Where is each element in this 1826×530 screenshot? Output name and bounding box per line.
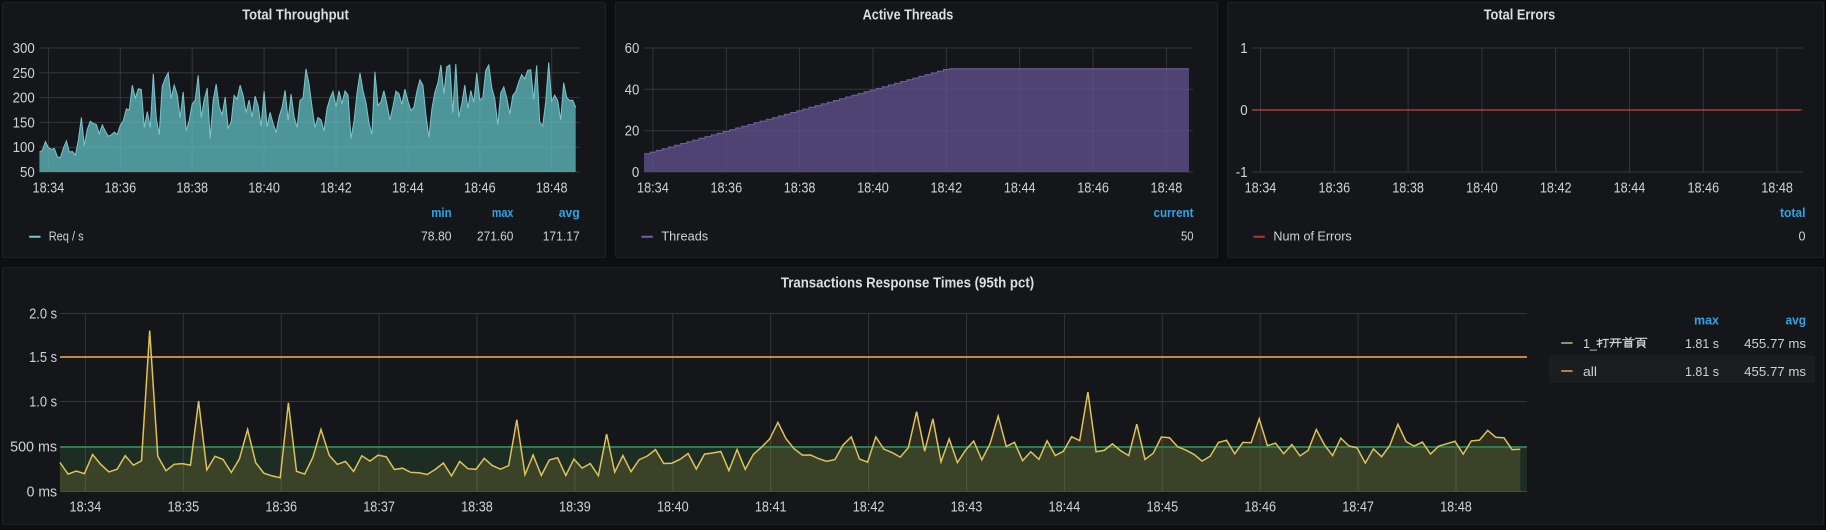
svg-text:18:36: 18:36 (104, 181, 136, 197)
svg-text:min: min (431, 206, 451, 220)
svg-text:18:48: 18:48 (1151, 181, 1183, 197)
svg-text:18:44: 18:44 (1614, 181, 1646, 197)
svg-text:18:38: 18:38 (1392, 181, 1424, 197)
svg-text:18:36: 18:36 (710, 181, 742, 197)
svg-text:max: max (1694, 314, 1719, 328)
svg-text:18:46: 18:46 (464, 181, 496, 197)
svg-text:18:34: 18:34 (637, 181, 669, 197)
svg-text:50: 50 (1181, 230, 1194, 244)
svg-text:avg: avg (559, 206, 580, 220)
svg-text:18:44: 18:44 (1049, 500, 1081, 516)
svg-text:18:48: 18:48 (536, 181, 568, 197)
svg-text:0: 0 (1799, 230, 1806, 244)
svg-text:60: 60 (625, 41, 640, 57)
svg-text:78.80: 78.80 (421, 230, 452, 244)
svg-text:18:36: 18:36 (1318, 181, 1350, 197)
svg-text:18:38: 18:38 (784, 181, 816, 197)
svg-text:18:38: 18:38 (461, 500, 493, 516)
svg-text:18:36: 18:36 (265, 500, 297, 516)
svg-text:18:34: 18:34 (70, 500, 102, 516)
svg-text:-1: -1 (1236, 165, 1248, 181)
svg-text:1.81 s: 1.81 s (1685, 365, 1719, 379)
svg-text:18:40: 18:40 (857, 181, 889, 197)
svg-text:max: max (492, 206, 514, 220)
svg-text:18:34: 18:34 (33, 181, 65, 197)
svg-text:18:43: 18:43 (951, 500, 983, 516)
svg-text:171.17: 171.17 (543, 230, 580, 244)
svg-text:250: 250 (13, 66, 35, 82)
svg-text:18:34: 18:34 (1245, 181, 1277, 197)
svg-text:Total Throughput: Total Throughput (242, 7, 349, 24)
svg-text:50: 50 (20, 165, 35, 181)
svg-text:18:37: 18:37 (363, 500, 395, 516)
svg-text:455.77 ms: 455.77 ms (1744, 365, 1806, 379)
svg-text:18:39: 18:39 (559, 500, 591, 516)
svg-text:500 ms: 500 ms (10, 440, 57, 456)
svg-text:18:44: 18:44 (392, 181, 424, 197)
svg-text:1.0 s: 1.0 s (29, 395, 57, 411)
svg-text:avg: avg (1786, 314, 1807, 328)
svg-text:18:44: 18:44 (1004, 181, 1036, 197)
svg-text:18:48: 18:48 (1440, 500, 1472, 516)
svg-text:18:47: 18:47 (1342, 500, 1374, 516)
svg-text:Threads: Threads (661, 230, 708, 244)
svg-text:200: 200 (13, 91, 35, 107)
svg-text:Num of Errors: Num of Errors (1273, 230, 1351, 244)
svg-text:18:42: 18:42 (853, 500, 885, 516)
svg-text:40: 40 (625, 82, 640, 98)
svg-text:18:46: 18:46 (1244, 500, 1276, 516)
svg-text:1.5 s: 1.5 s (29, 350, 57, 366)
svg-text:1_: 1_ (1583, 337, 1598, 351)
svg-text:18:45: 18:45 (1146, 500, 1178, 516)
svg-text:18:35: 18:35 (167, 500, 199, 516)
svg-text:150: 150 (13, 115, 35, 131)
svg-text:0: 0 (632, 165, 639, 181)
svg-text:18:40: 18:40 (657, 500, 689, 516)
svg-text:all: all (1583, 365, 1597, 379)
svg-text:18:40: 18:40 (1466, 181, 1498, 197)
svg-text:18:46: 18:46 (1687, 181, 1719, 197)
svg-text:18:41: 18:41 (755, 500, 787, 516)
svg-text:current: current (1154, 206, 1195, 220)
svg-text:455.77 ms: 455.77 ms (1744, 337, 1806, 351)
svg-text:18:38: 18:38 (176, 181, 208, 197)
svg-text:Req / s: Req / s (49, 230, 84, 244)
svg-text:271.60: 271.60 (477, 230, 513, 244)
svg-text:Transactions Response Times (9: Transactions Response Times (95th pct) (781, 275, 1034, 292)
svg-text:18:42: 18:42 (930, 181, 962, 197)
svg-text:1: 1 (1240, 41, 1247, 57)
svg-text:Active Threads: Active Threads (863, 7, 954, 24)
svg-text:Total Errors: Total Errors (1484, 7, 1556, 24)
svg-text:1.81 s: 1.81 s (1685, 337, 1719, 351)
svg-text:0 ms: 0 ms (27, 485, 58, 501)
svg-text:18:42: 18:42 (320, 181, 352, 197)
svg-text:2.0 s: 2.0 s (29, 307, 57, 323)
svg-text:total: total (1780, 206, 1806, 220)
svg-text:20: 20 (625, 124, 640, 140)
svg-text:300: 300 (13, 41, 35, 57)
svg-text:100: 100 (13, 140, 35, 156)
svg-text:18:40: 18:40 (248, 181, 280, 197)
svg-text:0: 0 (1240, 103, 1247, 119)
svg-text:18:48: 18:48 (1761, 181, 1793, 197)
svg-text:18:42: 18:42 (1540, 181, 1572, 197)
svg-text:18:46: 18:46 (1077, 181, 1109, 197)
